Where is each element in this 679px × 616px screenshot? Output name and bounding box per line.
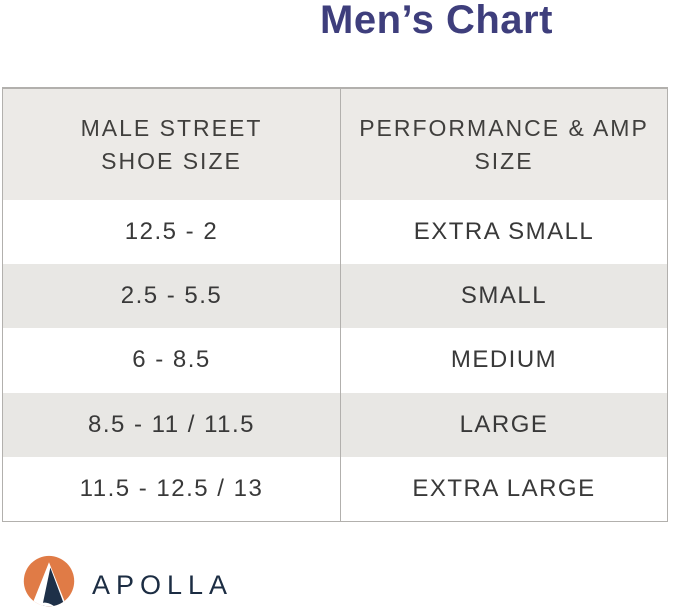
table-cell-amp-size: EXTRA LARGE xyxy=(341,456,667,521)
table-cell-amp-size: SMALL xyxy=(341,264,667,329)
header-line: MALE STREET xyxy=(80,115,263,142)
brand-wordmark: APOLLA xyxy=(92,569,234,600)
column-header-amp-size: PERFORMANCE & AMP SIZE xyxy=(341,89,667,200)
table-cell-shoe-size: 11.5 - 12.5 / 13 xyxy=(3,456,341,521)
apolla-mountain-a-icon xyxy=(22,554,76,610)
brand-footer: APOLLA xyxy=(22,554,233,610)
column-header-shoe-size: MALE STREET SHOE SIZE xyxy=(3,89,341,200)
table-cell-amp-size: MEDIUM xyxy=(341,328,667,393)
header-line: PERFORMANCE & AMP xyxy=(359,115,649,142)
table-cell-shoe-size: 8.5 - 11 / 11.5 xyxy=(3,392,341,457)
header-line: SIZE xyxy=(474,147,534,174)
header-line: SHOE SIZE xyxy=(101,147,242,174)
page-title: Men’s Chart xyxy=(320,0,553,42)
table-cell-shoe-size: 2.5 - 5.5 xyxy=(3,264,341,329)
mens-size-table: MALE STREET SHOE SIZE PERFORMANCE & AMP … xyxy=(2,87,668,522)
table-cell-amp-size: EXTRA SMALL xyxy=(341,200,667,265)
table-cell-shoe-size: 12.5 - 2 xyxy=(3,200,341,265)
table-cell-shoe-size: 6 - 8.5 xyxy=(3,328,341,393)
table-cell-amp-size: LARGE xyxy=(341,392,667,457)
